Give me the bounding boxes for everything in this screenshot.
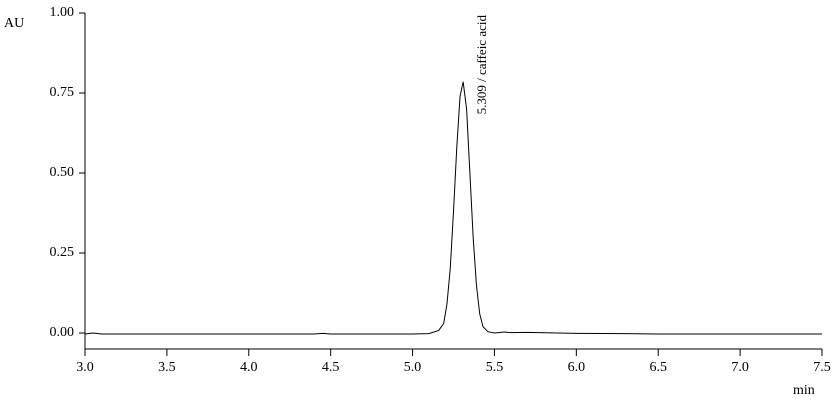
x-tick-label: 7.0 (731, 360, 749, 375)
y-tick-label: 0.50 (50, 165, 75, 180)
x-tick-label: 4.5 (322, 360, 340, 375)
x-tick-label: 5.5 (486, 360, 504, 375)
y-axis-label: AU (4, 16, 24, 31)
x-axis-label: min (793, 383, 815, 398)
x-tick-label: 3.0 (76, 360, 94, 375)
series-line (84, 81, 822, 335)
x-tick-label: 5.0 (404, 360, 422, 375)
x-tick-label: 7.5 (813, 360, 831, 375)
x-tick-label: 4.0 (240, 360, 258, 375)
x-tick-label: 3.5 (158, 360, 176, 375)
y-tick-label: 1.00 (50, 5, 75, 20)
y-tick-label: 0.25 (50, 245, 75, 260)
x-tick-label: 6.5 (649, 360, 667, 375)
y-tick-label: 0.00 (50, 325, 75, 340)
peak-annotation: 5.309 / caffeic acid (474, 15, 489, 115)
y-tick-label: 0.75 (50, 85, 75, 100)
x-tick-label: 6.0 (568, 360, 586, 375)
